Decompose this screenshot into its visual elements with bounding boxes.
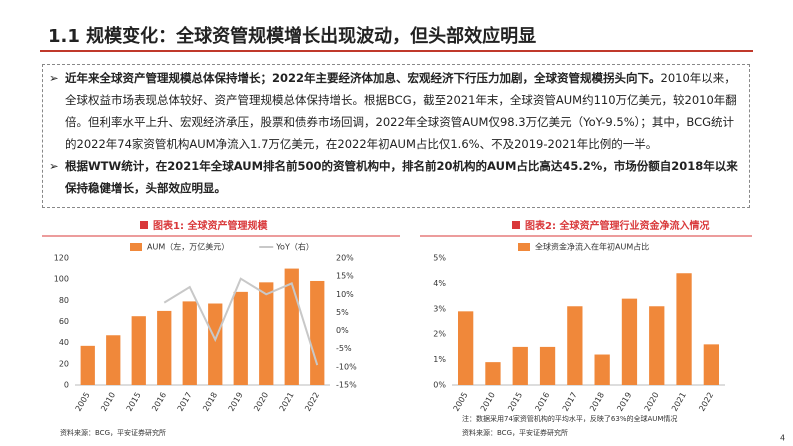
y-tick-label: 0 <box>64 381 69 390</box>
x-tick-label: 2018 <box>588 391 606 413</box>
x-tick-label: 2022 <box>697 391 715 413</box>
bar <box>676 273 692 385</box>
x-tick-label: 2010 <box>99 391 117 413</box>
x-tick-label: 2019 <box>615 391 633 413</box>
bar <box>259 282 274 385</box>
bullet: 根据WTW统计，在2021年全球AUM排名前500的资管机构中，排名前20机构的… <box>49 155 743 199</box>
y-tick-label: 5% <box>433 254 446 263</box>
x-tick-label: 2015 <box>506 391 524 413</box>
y-tick-label: 0% <box>433 381 446 390</box>
line <box>163 277 319 366</box>
legend-label: 全球资金净流入在年初AUM占比 <box>535 242 649 252</box>
note: 注：数据采用74家资管机构的平均水平，反映了63%的全球AUM情况 <box>462 414 677 423</box>
x-tick-label: 2018 <box>201 391 219 413</box>
bullet-bold: 根据WTW统计，在2021年全球AUM排名前500的资管机构中，排名前20机构的… <box>65 159 738 195</box>
y2-tick-label: -15% <box>336 381 357 390</box>
y2-tick-label: -5% <box>336 344 352 353</box>
bar <box>485 362 501 385</box>
bar <box>233 291 248 385</box>
x-tick-label: 2016 <box>150 391 168 413</box>
bar <box>157 310 172 385</box>
bar <box>106 335 121 385</box>
y-tick-label: 100 <box>54 275 69 284</box>
legend-swatch <box>130 243 142 251</box>
x-tick-label: 2020 <box>252 391 270 413</box>
x-tick-label: 2022 <box>303 391 321 413</box>
y2-tick-label: 0% <box>336 326 349 335</box>
bar <box>310 280 325 385</box>
x-tick-label: 2020 <box>643 391 661 413</box>
title-icon <box>512 221 520 229</box>
y2-tick-label: 5% <box>336 308 349 317</box>
x-tick-label: 2016 <box>533 391 551 413</box>
bar <box>208 303 223 385</box>
legend-label: AUM（左，万亿美元） <box>147 242 229 252</box>
x-tick-label: 2015 <box>125 391 143 413</box>
bar <box>649 306 665 385</box>
title-icon <box>140 221 148 229</box>
chart-title: 图表1: 全球资产管理规模 <box>153 219 268 232</box>
x-tick-label: 2005 <box>74 391 92 413</box>
x-tick-label: 2021 <box>670 391 688 413</box>
legend-label: YoY（右） <box>275 242 314 252</box>
title-rule <box>40 50 753 52</box>
x-tick-label: 2019 <box>227 391 245 413</box>
source: 资料来源：BCG，平安证券研究所 <box>462 428 568 437</box>
summary-box: 近年来全球资产管理规模总体保持增长；2022年主要经济体加息、宏观经济下行压力加… <box>42 64 750 208</box>
y-tick-label: 20 <box>59 359 69 368</box>
y-tick-label: 4% <box>433 279 446 288</box>
bullet: 近年来全球资产管理规模总体保持增长；2022年主要经济体加息、宏观经济下行压力加… <box>49 67 743 155</box>
legend-swatch <box>518 243 530 251</box>
bar <box>182 301 197 385</box>
x-tick-label: 2010 <box>479 391 497 413</box>
x-tick-label: 2021 <box>278 391 296 413</box>
x-tick-label: 2017 <box>561 391 579 413</box>
bar <box>539 346 556 385</box>
bullet-text: 2010年以来，全球权益市场表现总体较好、资产管理规模总体保持增长。根据BCG，… <box>65 71 737 151</box>
y-tick-label: 80 <box>59 296 69 305</box>
page-number: 4 <box>780 434 785 443</box>
bar <box>703 344 719 385</box>
bar <box>458 311 474 385</box>
bar <box>567 306 583 385</box>
bar <box>594 354 610 385</box>
bullet-bold: 近年来全球资产管理规模总体保持增长；2022年主要经济体加息、宏观经济下行压力加… <box>65 71 661 85</box>
y2-tick-label: 10% <box>336 290 354 299</box>
y-tick-label: 60 <box>59 317 69 326</box>
y-tick-label: 1% <box>433 355 446 364</box>
source: 资料来源：BCG，平安证券研究所 <box>60 428 166 437</box>
x-tick-label: 2005 <box>452 391 470 413</box>
bar <box>621 298 638 385</box>
y2-tick-label: -10% <box>336 362 357 371</box>
y2-tick-label: 20% <box>336 254 354 263</box>
x-tick-label: 2017 <box>176 391 194 413</box>
section-title: 1.1 规模变化：全球资管规模增长出现波动，但头部效应明显 <box>48 26 537 47</box>
y-tick-label: 3% <box>433 304 446 313</box>
y-tick-label: 120 <box>54 254 69 263</box>
bar <box>131 316 146 385</box>
bar <box>80 345 95 385</box>
y-tick-label: 2% <box>433 330 446 339</box>
y2-tick-label: 15% <box>336 272 354 281</box>
chart-title: 图表2: 全球资产管理行业资金净流入情况 <box>525 219 709 232</box>
bar <box>512 346 528 385</box>
y-tick-label: 40 <box>59 338 69 347</box>
